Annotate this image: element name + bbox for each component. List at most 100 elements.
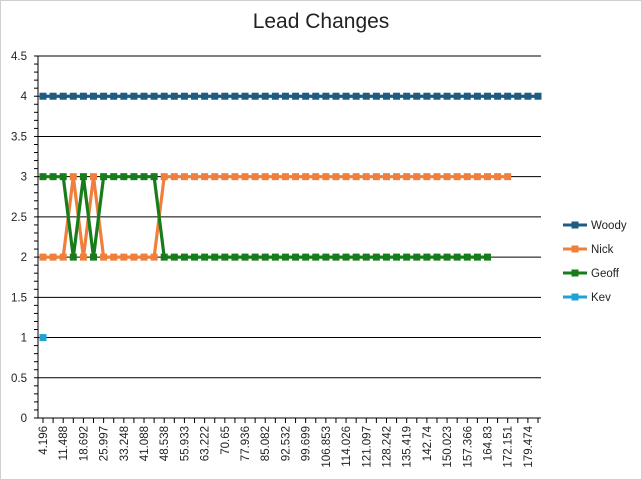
- data-point-marker: [271, 92, 279, 100]
- data-point-marker: [201, 92, 209, 100]
- x-tick-label: 92.532: [280, 426, 292, 461]
- data-point-marker: [312, 173, 320, 181]
- data-point-marker: [211, 253, 219, 261]
- data-point-marker: [322, 173, 330, 181]
- data-point-marker: [453, 92, 461, 100]
- data-point-marker: [423, 173, 431, 181]
- x-tick-label: 121.097: [361, 426, 373, 468]
- data-point-marker: [433, 173, 441, 181]
- data-point-marker: [150, 92, 158, 100]
- y-tick-label: 0: [21, 413, 27, 425]
- chart-title: Lead Changes: [252, 10, 390, 33]
- data-point-marker: [90, 173, 98, 181]
- data-point-marker: [352, 173, 360, 181]
- data-point-marker: [251, 173, 259, 181]
- data-point-marker: [473, 173, 481, 181]
- data-point-marker: [433, 92, 441, 100]
- data-point-marker: [59, 92, 67, 100]
- x-tick-label: 114.026: [341, 426, 353, 467]
- data-point-marker: [281, 173, 289, 181]
- y-tick-label: 4: [21, 91, 28, 103]
- data-point-marker: [382, 173, 390, 181]
- data-point-marker: [524, 92, 532, 100]
- x-tick-label: 142.74: [422, 425, 434, 461]
- data-point-marker: [241, 173, 249, 181]
- data-point-marker: [393, 92, 401, 100]
- data-point-marker: [473, 253, 481, 261]
- data-point-marker: [362, 92, 370, 100]
- x-tick-label: 41.088: [139, 426, 151, 461]
- data-point-marker: [130, 173, 138, 181]
- data-point-marker: [49, 173, 57, 181]
- data-point-marker: [413, 92, 421, 100]
- data-point-marker: [130, 253, 138, 261]
- data-point-marker: [463, 92, 471, 100]
- data-point-marker: [463, 173, 471, 181]
- data-point-marker: [221, 92, 229, 100]
- legend-item-nick: Nick: [563, 244, 614, 256]
- x-tick-label: 85.082: [260, 426, 272, 461]
- x-tick-label: 4.196: [38, 426, 50, 455]
- data-point-marker: [231, 253, 239, 261]
- x-tick-label: 48.538: [159, 426, 171, 461]
- x-tick-label: 135.419: [402, 426, 414, 468]
- data-point-marker: [39, 173, 47, 181]
- data-point-marker: [433, 253, 441, 261]
- data-point-marker: [403, 173, 411, 181]
- data-point-marker: [534, 92, 542, 100]
- data-point-marker: [504, 92, 512, 100]
- data-point-marker: [251, 92, 259, 100]
- data-point-marker: [393, 253, 401, 261]
- data-point-marker: [413, 173, 421, 181]
- legend-swatch-marker: [571, 293, 579, 301]
- data-point-marker: [302, 173, 310, 181]
- data-point-marker: [140, 92, 148, 100]
- data-point-marker: [180, 253, 188, 261]
- y-tick-label: 2: [21, 252, 27, 264]
- y-tick-label: 3: [21, 172, 27, 184]
- x-tick-label: 157.366: [462, 426, 474, 468]
- data-point-marker: [69, 92, 77, 100]
- data-point-marker: [140, 253, 148, 261]
- legend-swatch-marker: [571, 245, 579, 253]
- data-point-marker: [322, 92, 330, 100]
- data-point-marker: [100, 92, 108, 100]
- y-tick-label: 0.5: [11, 373, 27, 385]
- data-point-marker: [191, 253, 199, 261]
- legend: Woody Nick Geoff Kev: [563, 220, 627, 304]
- legend-item-kev: Kev: [563, 292, 611, 304]
- data-point-marker: [423, 92, 431, 100]
- data-point-marker: [261, 92, 269, 100]
- data-point-marker: [514, 92, 522, 100]
- data-point-marker: [39, 334, 47, 342]
- data-point-marker: [49, 92, 57, 100]
- data-point-marker: [281, 92, 289, 100]
- data-point-marker: [483, 173, 491, 181]
- data-point-marker: [443, 92, 451, 100]
- data-point-marker: [302, 253, 310, 261]
- data-point-marker: [69, 173, 77, 181]
- data-point-marker: [110, 92, 118, 100]
- data-point-marker: [241, 92, 249, 100]
- series-lines: [39, 92, 542, 342]
- series-nick: [39, 173, 512, 261]
- data-point-marker: [332, 253, 340, 261]
- series-geoff: [39, 173, 491, 261]
- x-tick-label: 18.692: [78, 426, 90, 461]
- data-point-marker: [110, 173, 118, 181]
- data-point-marker: [160, 173, 168, 181]
- data-point-marker: [201, 253, 209, 261]
- data-point-marker: [160, 92, 168, 100]
- data-point-marker: [443, 173, 451, 181]
- x-tick-label: 172.151: [503, 426, 515, 468]
- data-point-marker: [453, 173, 461, 181]
- data-point-marker: [79, 253, 87, 261]
- data-point-marker: [261, 173, 269, 181]
- data-point-marker: [251, 253, 259, 261]
- data-point-marker: [59, 253, 67, 261]
- data-point-marker: [231, 173, 239, 181]
- x-tick-label: 179.474: [523, 425, 535, 467]
- y-tick-label: 1: [21, 333, 27, 345]
- y-tick-label: 1.5: [11, 292, 27, 304]
